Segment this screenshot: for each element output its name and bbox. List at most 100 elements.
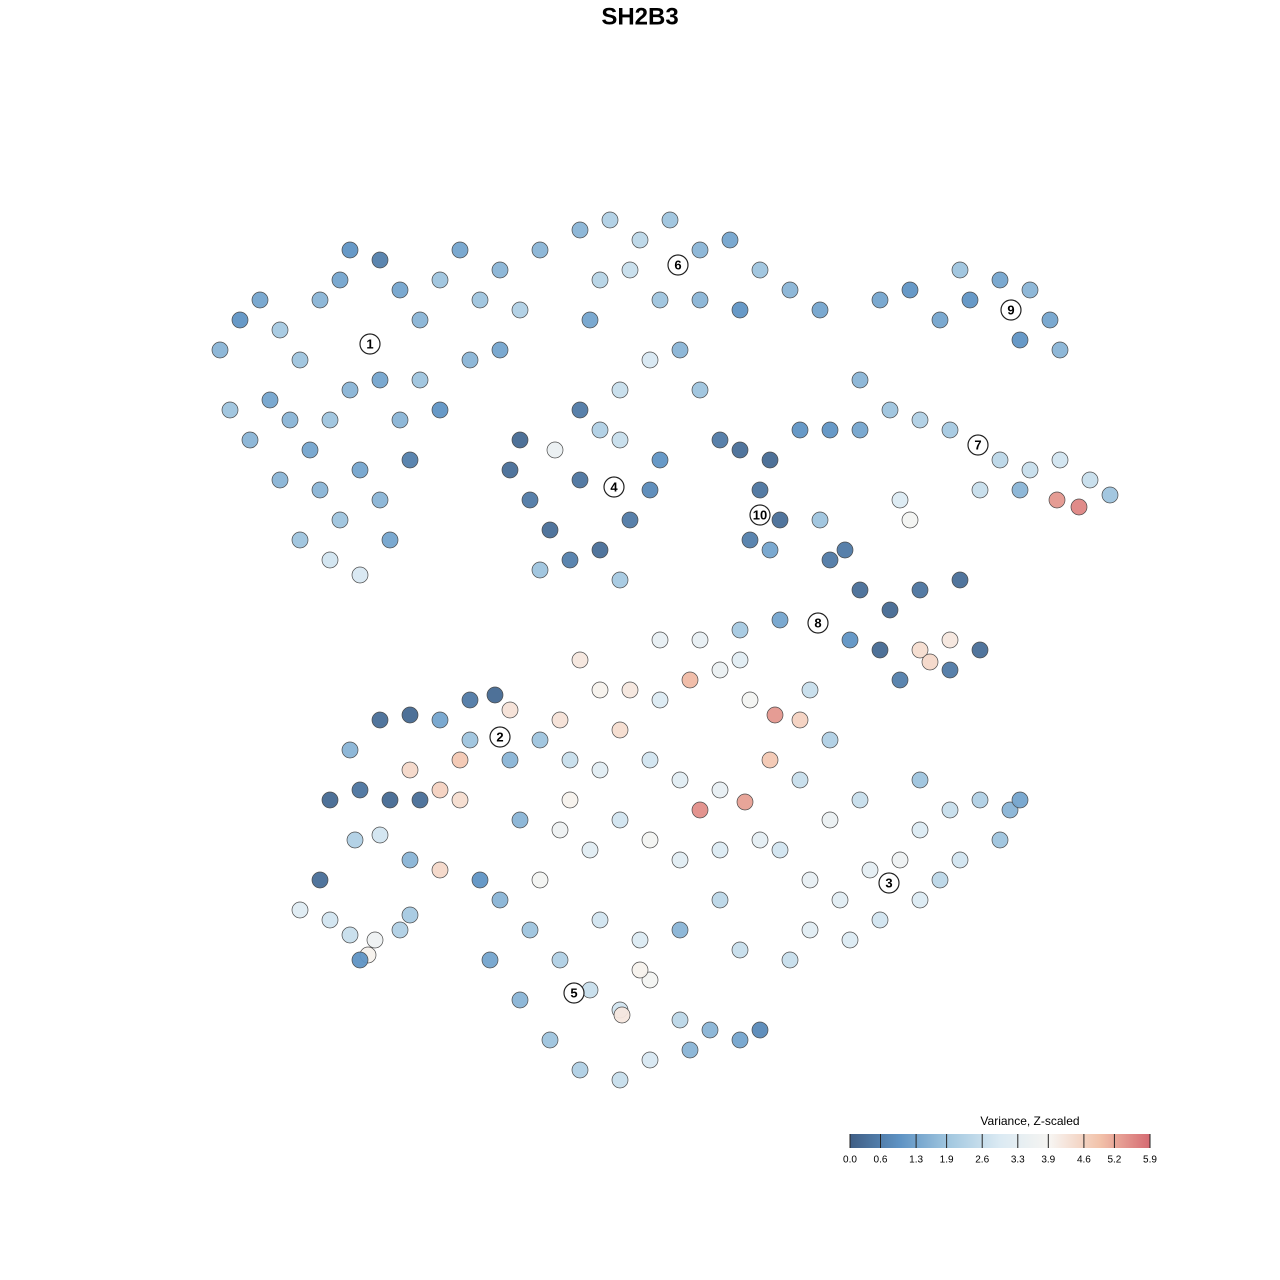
point: [911, 771, 929, 789]
point: [921, 653, 939, 671]
point: [351, 781, 369, 799]
point: [341, 241, 359, 259]
point: [211, 341, 229, 359]
point: [1051, 451, 1069, 469]
point: [591, 761, 609, 779]
point: [691, 291, 709, 309]
point: [541, 521, 559, 539]
point: [321, 411, 339, 429]
point: [1081, 471, 1099, 489]
colorbar-tick-label: 2.6: [975, 1155, 989, 1166]
point: [291, 531, 309, 549]
point: [321, 791, 339, 809]
point: [511, 811, 529, 829]
point: [701, 1021, 719, 1039]
point: [1070, 498, 1088, 516]
point: [591, 271, 609, 289]
point: [791, 421, 809, 439]
point: [541, 1031, 559, 1049]
point: [591, 541, 609, 559]
point: [881, 401, 899, 419]
point: [371, 711, 389, 729]
point: [351, 461, 369, 479]
point: [461, 691, 479, 709]
point: [591, 681, 609, 699]
point: [531, 561, 549, 579]
point: [711, 781, 729, 799]
point: [911, 821, 929, 839]
point: [571, 401, 589, 419]
cluster-badge: [749, 504, 771, 526]
point: [661, 211, 679, 229]
cluster-label: 5: [570, 985, 577, 1000]
cluster-badge: [1000, 299, 1022, 321]
point: [871, 291, 889, 309]
point: [721, 231, 739, 249]
point: [613, 1006, 631, 1024]
point: [431, 401, 449, 419]
point: [691, 801, 709, 819]
point: [611, 721, 629, 739]
colorbar-tick-label: 1.9: [940, 1155, 954, 1166]
point: [891, 491, 909, 509]
point: [271, 321, 289, 339]
point: [511, 301, 529, 319]
point: [571, 471, 589, 489]
point: [821, 421, 839, 439]
point: [791, 711, 809, 729]
point: [671, 851, 689, 869]
point: [751, 1021, 769, 1039]
point: [851, 581, 869, 599]
point: [611, 431, 629, 449]
colorbar-title: Variance, Z-scaled: [980, 1114, 1079, 1128]
point: [431, 711, 449, 729]
point: [451, 241, 469, 259]
point: [521, 921, 539, 939]
point: [311, 291, 329, 309]
point: [891, 671, 909, 689]
point: [911, 411, 929, 429]
point: [491, 261, 509, 279]
point: [371, 371, 389, 389]
point: [851, 791, 869, 809]
cluster-badge: [878, 872, 900, 894]
point: [821, 811, 839, 829]
colorbar-tick-label: 1.3: [909, 1155, 923, 1166]
point: [961, 291, 979, 309]
point: [1101, 486, 1119, 504]
cluster-label: 2: [496, 729, 503, 744]
point: [641, 971, 659, 989]
colorbar: Variance, Z-scaled 0.0 0.6 1.3 1.9 2.6 3.3 3.9…: [843, 1114, 1157, 1165]
point: [401, 451, 419, 469]
point: [651, 291, 669, 309]
point: [561, 751, 579, 769]
cluster-badge: [489, 726, 511, 748]
cluster-label: 10: [753, 507, 767, 522]
point: [951, 261, 969, 279]
cluster-label: 3: [885, 875, 892, 890]
point: [691, 381, 709, 399]
point: [291, 901, 309, 919]
point: [736, 793, 754, 811]
cluster-badge: [563, 982, 585, 1004]
point: [761, 451, 779, 469]
point: [801, 681, 819, 699]
point: [851, 421, 869, 439]
point: [501, 461, 519, 479]
point: [366, 931, 384, 949]
point: [631, 231, 649, 249]
point: [591, 421, 609, 439]
point: [461, 731, 479, 749]
cluster-label: 9: [1007, 302, 1014, 317]
point: [581, 841, 599, 859]
point: [801, 871, 819, 889]
point: [871, 641, 889, 659]
point: [931, 311, 949, 329]
point: [411, 371, 429, 389]
point: [731, 1031, 749, 1049]
point: [341, 926, 359, 944]
point: [511, 431, 529, 449]
point: [311, 871, 329, 889]
point: [431, 271, 449, 289]
point: [411, 311, 429, 329]
